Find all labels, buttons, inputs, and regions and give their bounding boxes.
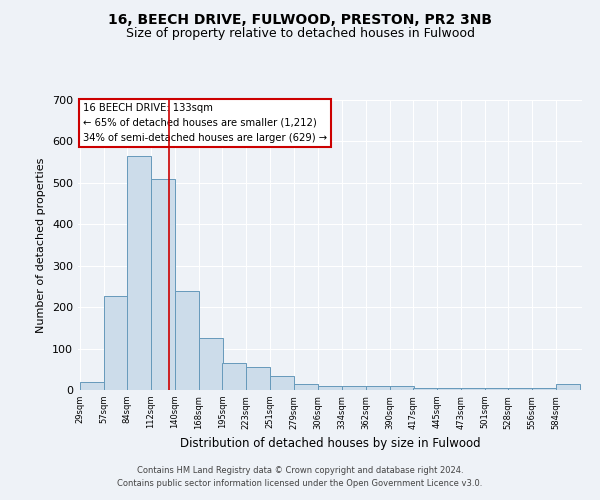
Bar (199, 338, 223, 390)
Bar (127, 156, 151, 390)
Bar (317, 386, 341, 390)
Bar (485, 388, 509, 390)
Text: 16, BEECH DRIVE, FULWOOD, PRESTON, PR2 3NB: 16, BEECH DRIVE, FULWOOD, PRESTON, PR2 3… (108, 12, 492, 26)
Bar (461, 388, 485, 390)
Bar (508, 388, 532, 390)
Bar (104, 296, 128, 390)
Bar (389, 386, 414, 390)
Bar (295, 384, 319, 390)
Bar (532, 388, 556, 390)
Bar (556, 384, 580, 390)
Bar (365, 386, 389, 390)
Text: Size of property relative to detached houses in Fulwood: Size of property relative to detached ho… (125, 28, 475, 40)
Bar (271, 376, 295, 390)
Text: 16 BEECH DRIVE: 133sqm
← 65% of detached houses are smaller (1,212)
34% of semi-: 16 BEECH DRIVE: 133sqm ← 65% of detached… (83, 103, 327, 142)
Text: Contains HM Land Registry data © Crown copyright and database right 2024.
Contai: Contains HM Land Registry data © Crown c… (118, 466, 482, 487)
X-axis label: Distribution of detached houses by size in Fulwood: Distribution of detached houses by size … (179, 437, 481, 450)
Bar (246, 367, 271, 390)
Y-axis label: Number of detached properties: Number of detached properties (37, 158, 46, 332)
Bar (80, 382, 104, 390)
Bar (175, 290, 199, 390)
Bar (341, 386, 365, 390)
Bar (413, 388, 437, 390)
Bar (222, 363, 246, 390)
Bar (437, 388, 461, 390)
Bar (151, 178, 175, 390)
